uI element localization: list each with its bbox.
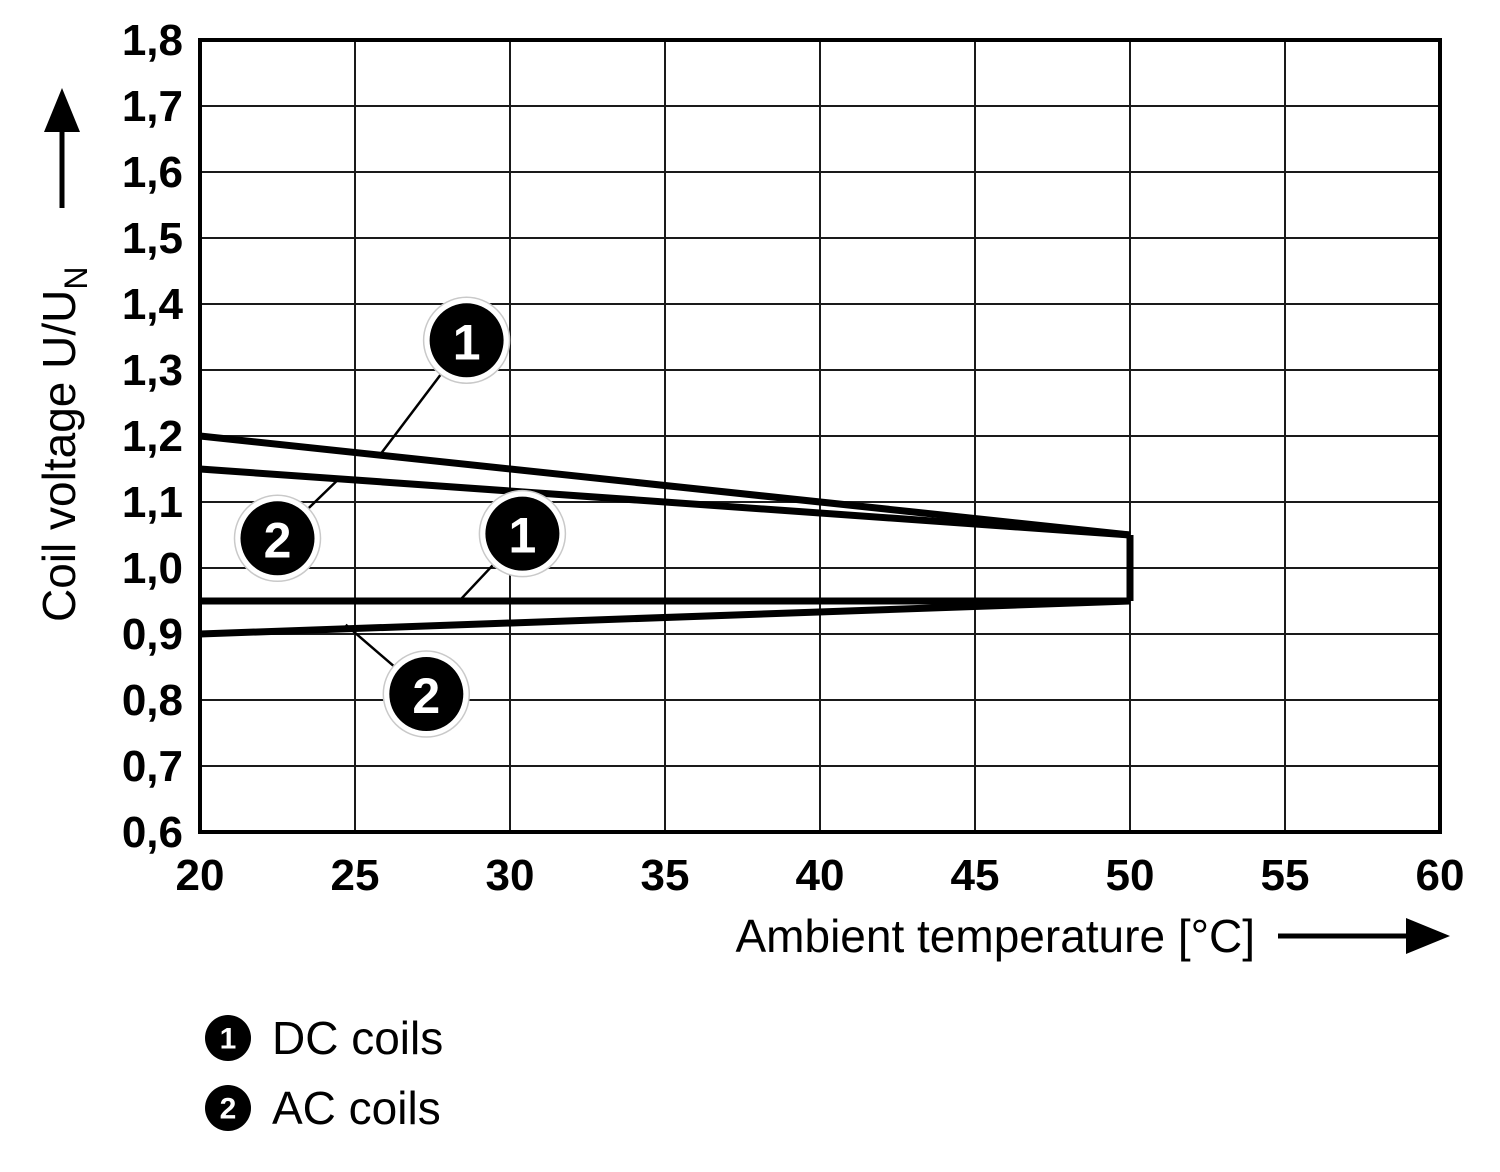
- y-axis-label-subscript: N: [58, 267, 94, 290]
- legend-item-label: AC coils: [272, 1082, 441, 1134]
- y-tick-label: 1,3: [122, 346, 183, 395]
- callout-layer: 1 2 1 2: [233, 296, 567, 738]
- legend-item: 2 AC coils: [205, 1082, 441, 1134]
- x-tick-label: 40: [796, 851, 845, 900]
- y-tick-label: 1,2: [122, 412, 183, 461]
- legend-marker-circle-icon: [205, 1015, 251, 1061]
- x-tick-label: 55: [1261, 851, 1310, 900]
- callout-number: 1: [453, 314, 481, 370]
- y-tick-label: 0,9: [122, 610, 183, 659]
- y-tick-label: 1,0: [122, 544, 183, 593]
- callout-circle-icon: [429, 303, 504, 378]
- callout-number: 2: [412, 668, 440, 724]
- callout-number: 1: [508, 508, 536, 564]
- series-line-ac-coils-upper-limit: [199, 465, 1131, 539]
- legend-marker-circle-icon: [205, 1085, 251, 1131]
- y-tick-label: 1,4: [122, 280, 184, 329]
- y-tick-label: 0,7: [122, 742, 183, 791]
- series-line-dc-coils-upper-limit: [199, 432, 1131, 539]
- tick-layer: 1,81,71,61,51,41,31,21,11,00,90,80,70,62…: [122, 16, 1465, 900]
- grid-layer: [198, 38, 1442, 834]
- callout-circle-icon: [485, 496, 560, 571]
- x-axis-arrow-icon: [1406, 918, 1450, 954]
- legend-layer: 1 DC coils 2 AC coils: [205, 1012, 443, 1134]
- callout-circle-icon: [389, 657, 464, 732]
- x-tick-label: 20: [176, 851, 225, 900]
- y-tick-label: 1,1: [122, 478, 183, 527]
- y-tick-label: 1,7: [122, 82, 183, 131]
- y-tick-label: 1,8: [122, 16, 183, 65]
- callout-circle-icon: [240, 501, 315, 576]
- legend-item-label: DC coils: [272, 1012, 443, 1064]
- legend-item: 1 DC coils: [205, 1012, 443, 1064]
- y-axis-label: Coil voltage U/UN: [33, 267, 94, 622]
- y-tick-label: 0,8: [122, 676, 183, 725]
- callout-number: 2: [264, 512, 292, 568]
- x-axis-label: Ambient temperature [°C]: [736, 910, 1256, 962]
- y-tick-label: 1,5: [122, 214, 183, 263]
- series-layer: [199, 432, 1134, 638]
- x-tick-label: 60: [1416, 851, 1465, 900]
- y-tick-label: 0,6: [122, 808, 183, 857]
- x-tick-label: 25: [331, 851, 380, 900]
- y-axis-label-text: Coil voltage U/U: [33, 290, 85, 622]
- legend-marker-number: 1: [220, 1023, 237, 1056]
- x-tick-label: 35: [641, 851, 690, 900]
- y-axis-arrow-icon: [44, 88, 80, 132]
- legend-marker-number: 2: [220, 1093, 237, 1126]
- x-tick-label: 45: [951, 851, 1000, 900]
- x-tick-label: 30: [486, 851, 535, 900]
- series-line-ac-coils-lower-limit: [199, 597, 1131, 638]
- x-tick-label: 50: [1106, 851, 1155, 900]
- y-tick-label: 1,6: [122, 148, 183, 197]
